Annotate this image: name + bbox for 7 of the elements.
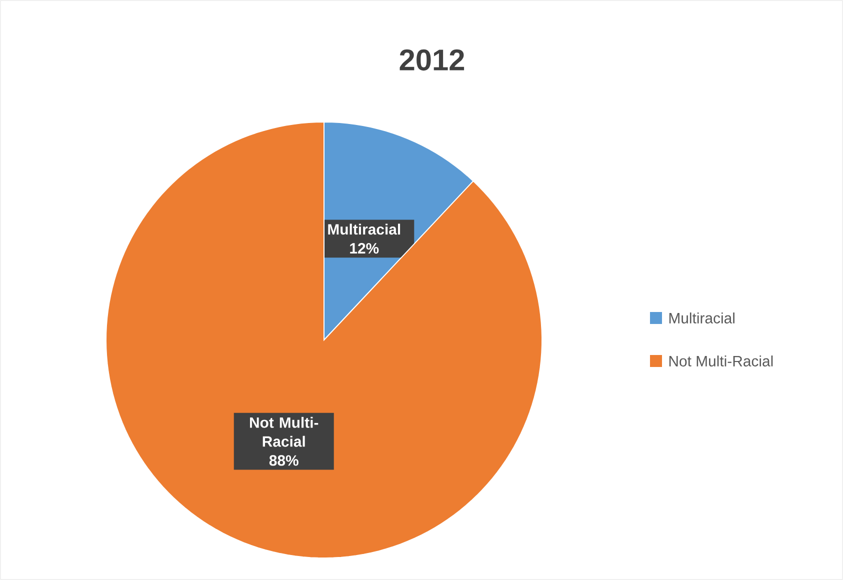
slice-label: Not Multi-Racial [250, 416, 318, 447]
legend-label: Multiracial [669, 312, 734, 324]
chart-title: 2012 [400, 49, 464, 71]
legend-label: Not Multi-Racial [669, 356, 773, 366]
slice-label: Multiracial [328, 224, 400, 235]
data-label: 12% [350, 243, 379, 254]
data-label: 88% [269, 455, 298, 466]
